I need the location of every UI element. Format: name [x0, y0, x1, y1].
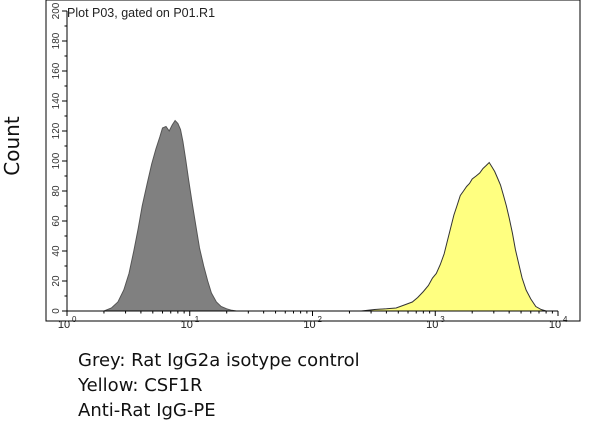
series-layer: [103, 119, 547, 312]
x-tick-label-3: 10: [426, 319, 438, 331]
y-tick-label-10: 200: [51, 2, 62, 19]
x-tick-label-2: 10: [303, 319, 315, 331]
plot-title: Plot P03, gated on P01.R1: [67, 6, 215, 20]
caption-grey-line: Grey: Rat IgG2a isotype control: [78, 350, 360, 371]
x-tick-exponent-2: 2: [318, 315, 323, 324]
axes-layer: 10 0 10 1 10 2 10 3 10 40204060801001201401601802…: [51, 2, 568, 331]
histogram-series-0: [103, 119, 237, 312]
y-tick-label-5: 100: [51, 152, 62, 169]
y-tick-label-3: 60: [51, 215, 62, 227]
y-tick-label-4: 80: [51, 185, 62, 197]
x-tick-label-4: 10: [549, 319, 561, 331]
x-tick-exponent-1: 1: [195, 315, 200, 324]
x-tick-exponent-3: 3: [440, 315, 445, 324]
y-tick-label-6: 120: [51, 122, 62, 139]
x-tick-exponent-0: 0: [72, 315, 77, 324]
y-axis-label: Count: [0, 116, 24, 176]
x-tick-label-0: 10: [58, 319, 70, 331]
legend-caption: Grey: Rat IgG2a isotype control Yellow: …: [78, 348, 360, 423]
y-tick-label-1: 20: [51, 275, 62, 287]
y-tick-label-2: 40: [51, 245, 62, 257]
histogram-series-1: [361, 161, 547, 312]
y-tick-label-9: 180: [51, 32, 62, 49]
y-tick-label-8: 160: [51, 62, 62, 79]
y-tick-label-0: 0: [51, 308, 62, 314]
x-tick-label-1: 10: [181, 319, 193, 331]
caption-yellow-line: Yellow: CSF1R: [78, 375, 203, 396]
x-tick-exponent-4: 4: [563, 315, 568, 324]
y-tick-label-7: 140: [51, 92, 62, 109]
caption-antibody-line: Anti-Rat IgG-PE: [78, 400, 216, 421]
